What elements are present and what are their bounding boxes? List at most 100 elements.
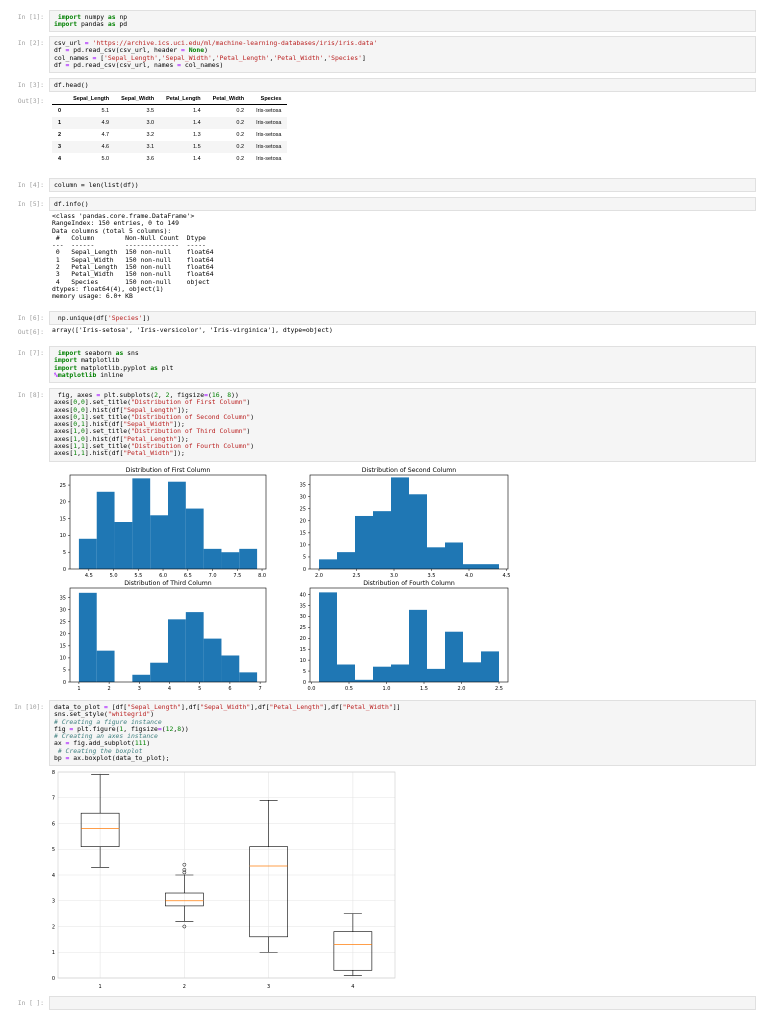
histogram-bar [445,542,463,569]
x-tick-label: 1.5 [420,686,428,692]
y-tick-label: 4 [52,873,55,879]
y-tick-label: 35 [60,595,66,601]
info-output: <class 'pandas.core.frame.DataFrame'> Ra… [52,212,214,301]
table-header: Petal_Width [206,94,251,105]
y-tick-label: 1 [52,950,55,956]
histogram-bar [337,664,355,682]
y-tick-label: 15 [300,531,306,537]
histogram-bar [427,668,445,682]
x-tick-label: 7.5 [233,573,241,579]
code-cell-info[interactable]: df.info() [49,197,756,211]
axes-frame [309,587,509,683]
table-cell: 3.2 [146,132,155,138]
table-row: 2 4.7 3.2 1.3 0.2 Iris-setosa [52,129,287,141]
x-tick-label: 3 [138,686,141,692]
table-row: 1 4.9 3.0 1.4 0.2 Iris-setosa [52,117,288,129]
x-tick-label: 2 [108,686,111,692]
y-tick-label: 7 [52,796,55,802]
cell-prompt: In [5]: [17,201,44,208]
histogram-bar [239,672,258,682]
histogram-bar [150,662,168,682]
axes-frame [57,771,396,979]
code-cell-plot-imports[interactable]: import seaborn as sns import matplotlib … [49,346,756,383]
histogram-bar [481,564,499,569]
y-tick-label: 3 [52,899,55,905]
box [165,892,204,907]
histogram-bar [239,548,258,569]
x-tick-label: 4 [351,984,354,990]
histogram-bar [481,651,499,682]
histogram-bar [168,619,186,682]
x-tick-label: 6.0 [159,573,167,579]
y-tick-label: 15 [60,516,66,522]
table-cell: 3.1 [115,141,161,153]
table-cell: 5.1 [101,108,110,114]
cell-prompt: In [4]: [17,182,44,189]
histogram-bar [203,638,222,682]
chart-title: Distribution of Third Column [124,580,212,587]
code-cell-load-data[interactable]: csv_url = 'https://archive.ics.uci.edu/m… [49,36,756,73]
table-cell: 1.5 [160,141,207,153]
histogram-bar [132,478,151,569]
y-tick-label: 0 [63,567,66,573]
code-cell-unique[interactable]: np.unique(df['Species']) [49,311,756,325]
histogram-bar [391,664,409,682]
code-cell-histograms[interactable]: fig, axes = plt.subplots(2, 2, figsize=(… [49,388,756,462]
cell-prompt: In [7]: [17,350,44,357]
histogram-bar [319,559,337,569]
histogram-bar [150,515,168,569]
y-tick-label: 0 [303,567,306,573]
box [80,812,120,847]
code-cell-boxplot[interactable]: data_to_plot = [df["Sepal_Length"],df["S… [49,700,756,766]
table-cell: 5.0 [101,156,110,162]
x-tick-label: 3.0 [390,573,398,579]
table-row: 4 5.0 3.6 1.4 0.2 Iris-setosa [52,153,287,165]
histogram-bar [203,548,222,569]
table-row: 0 5.1 3.5 1.4 0.2 Iris-setosa [52,105,287,118]
y-tick-label: 25 [60,620,66,626]
axes-frame [69,474,267,570]
histogram-bar [114,522,133,569]
cell-prompt: In [1]: [17,14,44,21]
code-cell-imports[interactable]: import numpy as np import pandas as pd [49,10,756,32]
histogram-bar [78,592,97,682]
histogram-bar [463,662,481,682]
unique-output: array(['Iris-setosa', 'Iris-versicolor',… [52,326,333,334]
histogram-bar [463,564,481,569]
empty-code-cell[interactable] [49,996,756,1010]
histogram-bar [373,666,391,682]
table-header: Species [250,94,288,105]
code-cell-column-count[interactable]: column = len(list(df)) [49,178,756,192]
histogram-bar [319,592,337,682]
y-tick-label: 40 [300,592,306,598]
cell-prompt: In [10]: [14,704,44,711]
table-cell: 4.7 [101,132,110,138]
y-tick-label: 20 [60,500,66,506]
histogram-bar [409,494,427,569]
table-cell: 1.4 [192,156,201,162]
y-tick-label: 15 [300,647,306,653]
axes-frame [309,474,509,570]
dataframe-table: Sepal_Length Sepal_Width Petal_Length Petal… [52,94,288,165]
histogram-bar [132,674,151,682]
y-tick-label: 25 [300,625,306,631]
table-cell: Iris-setosa [256,156,282,162]
histogram-bar [337,552,355,569]
histogram-bar [185,508,204,569]
y-tick-label: 25 [60,483,66,489]
table-cell: 4 [58,156,62,162]
x-tick-label: 4 [168,686,171,692]
cell-prompt: In [2]: [17,40,44,47]
y-tick-label: 20 [300,519,306,525]
cell-prompt: In [6]: [17,315,44,322]
table-header [52,94,68,105]
y-tick-label: 5 [63,668,66,674]
table-cell: 4.6 [67,141,116,153]
table-cell: 0.2 [236,132,245,138]
x-tick-label: 1 [99,984,102,990]
code-cell-head[interactable]: df.head() [49,78,756,92]
table-cell: 3.0 [115,117,161,129]
y-tick-label: 35 [300,482,306,488]
table-cell: 3.6 [146,156,155,162]
y-tick-label: 30 [300,494,306,500]
